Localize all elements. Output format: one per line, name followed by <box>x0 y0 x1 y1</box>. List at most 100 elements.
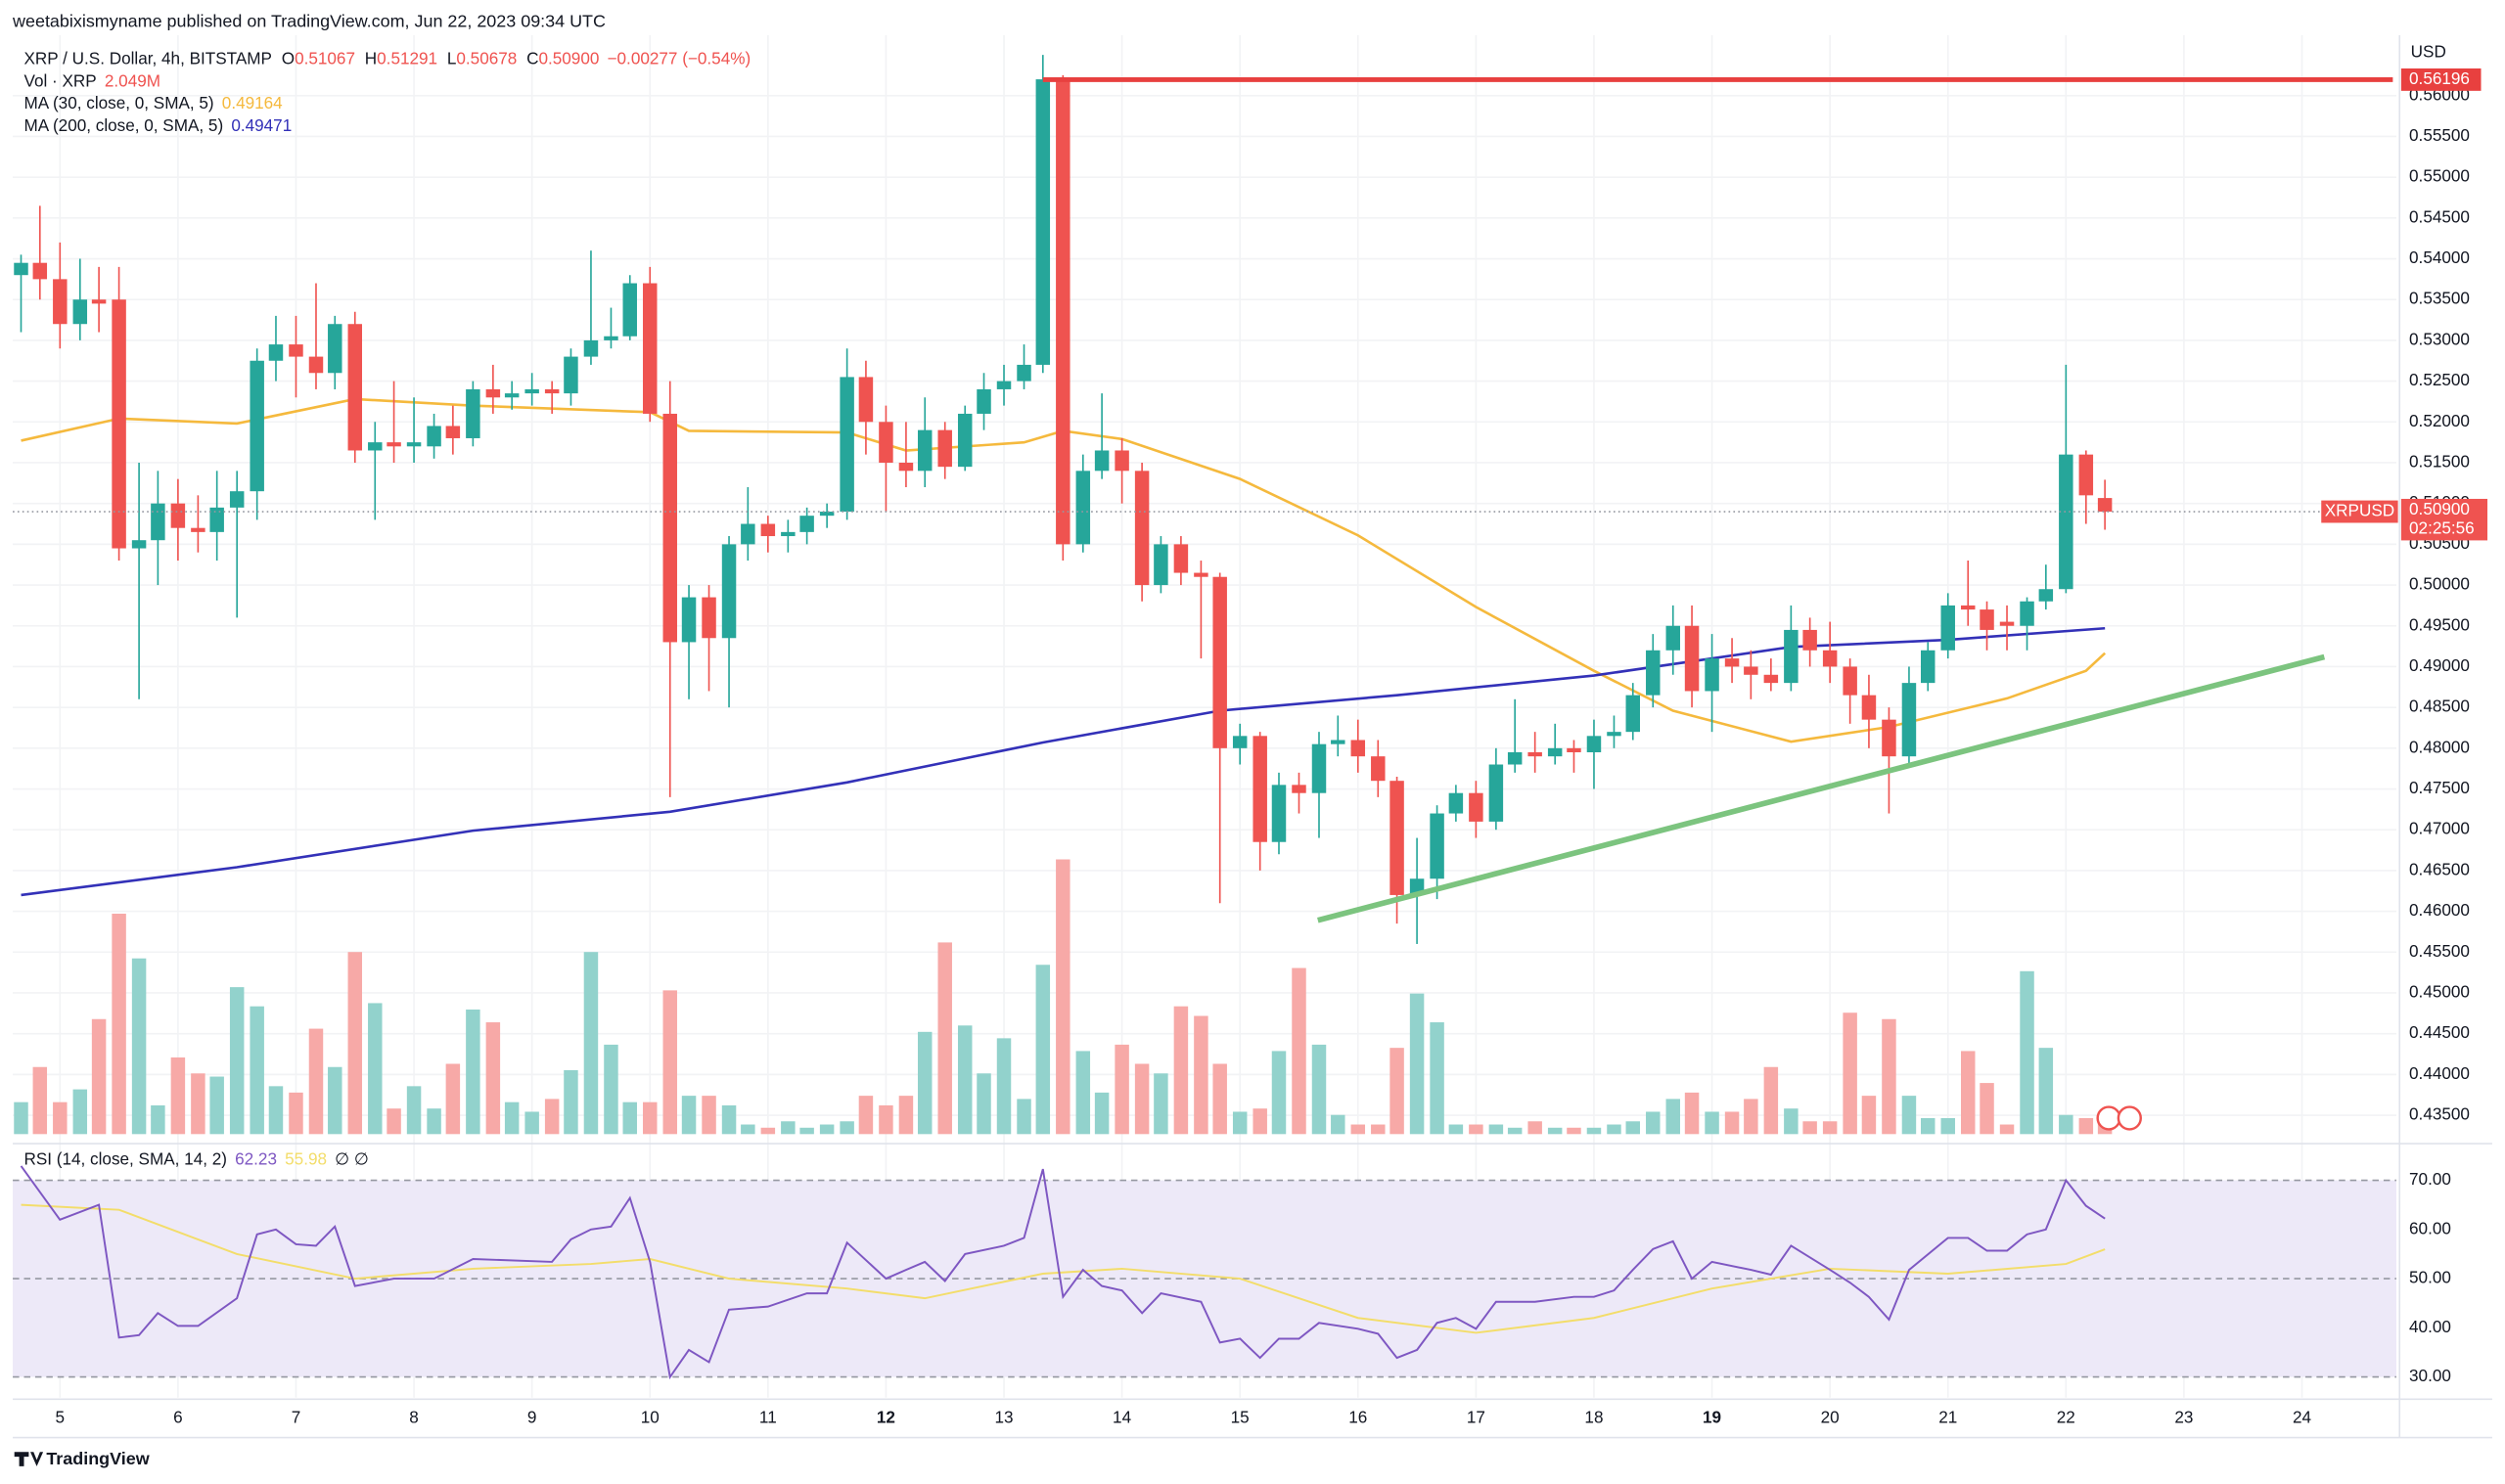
grid-layer <box>13 35 2396 1398</box>
event-icon[interactable] <box>2096 1105 2121 1131</box>
volume-bar <box>1822 1121 1838 1135</box>
candle-body <box>524 388 539 394</box>
volume-bar <box>858 1096 874 1135</box>
y-tick-label: 0.43500 <box>2409 1104 2470 1124</box>
volume-bar <box>977 1073 991 1135</box>
volume-bar <box>564 1070 578 1135</box>
x-tick-label: 16 <box>1348 1407 1367 1426</box>
volume-bar <box>1056 859 1070 1135</box>
volume-bar <box>622 1102 637 1135</box>
candle-body <box>1173 544 1189 573</box>
candle-body <box>1843 666 1857 696</box>
x-tick-label: 7 <box>292 1407 301 1426</box>
candle-body <box>1901 683 1917 757</box>
candle-body <box>604 336 618 340</box>
candle-body <box>485 388 501 398</box>
legend-item: XRP / U.S. Dollar, 4h, BITSTAMP <box>23 48 271 67</box>
volume-bar <box>662 990 677 1135</box>
candle-body <box>1311 743 1327 793</box>
candle-body <box>445 426 461 438</box>
candle-body <box>1961 605 1976 610</box>
y-tick-label: 0.52500 <box>2409 370 2470 389</box>
volume-bar <box>1488 1124 1504 1135</box>
candle-body <box>229 491 245 508</box>
volume-bar <box>2038 1048 2054 1135</box>
rsi-tick-label: 40.00 <box>2409 1317 2451 1336</box>
volume-bar <box>268 1086 284 1135</box>
volume-bar <box>485 1022 501 1135</box>
volume-bar <box>328 1066 342 1135</box>
volume-bar <box>1999 1124 2015 1135</box>
volume-bar <box>427 1108 441 1135</box>
legend-row: Vol · XRP 2.049M <box>23 70 160 90</box>
candle-body <box>131 540 147 549</box>
candle-body <box>741 523 755 545</box>
candle-body <box>14 262 28 276</box>
legend-item: 2.049M <box>105 70 160 90</box>
volume-bar <box>1115 1044 1129 1135</box>
candle-body <box>1861 695 1877 720</box>
volume-bar <box>799 1127 814 1135</box>
volume-bar <box>1212 1063 1227 1135</box>
x-tick-label: 23 <box>2174 1407 2193 1426</box>
volume-bar <box>1882 1018 1896 1135</box>
y-tick-label: 0.46500 <box>2409 859 2470 878</box>
candle-body <box>1527 752 1542 757</box>
candle-body <box>32 262 48 280</box>
volume-bar <box>1921 1117 1936 1135</box>
candle-body <box>1980 609 1994 630</box>
candle-body <box>721 544 737 639</box>
volume-bar <box>1154 1073 1168 1135</box>
x-tick-label: 20 <box>1821 1407 1840 1426</box>
candle-body <box>858 377 874 423</box>
x-tick-label: 10 <box>641 1407 660 1426</box>
legend-item: 0.49164 <box>222 93 283 112</box>
x-tick-label: 21 <box>1938 1407 1957 1426</box>
candle-body <box>2020 601 2034 626</box>
candle-body <box>643 283 658 414</box>
candle-body <box>564 356 578 394</box>
candle-body <box>1567 747 1581 753</box>
candle-body <box>819 512 835 517</box>
event-icon[interactable] <box>2117 1105 2142 1131</box>
x-tick-label: 24 <box>2293 1407 2312 1426</box>
candle-body <box>504 393 520 398</box>
volume-bar <box>53 1102 68 1135</box>
candle-body <box>544 388 560 394</box>
candle-body <box>1882 719 1896 757</box>
volume-bar <box>406 1086 422 1135</box>
candle-body <box>1705 658 1719 692</box>
volume-bar <box>1075 1051 1091 1135</box>
logo <box>14 1452 44 1466</box>
volume-bar <box>1430 1022 1444 1135</box>
volume-bar <box>1744 1099 1758 1135</box>
candle-body <box>387 442 401 447</box>
y-tick-label: 0.47000 <box>2409 819 2470 838</box>
volume-bar <box>1625 1121 1640 1135</box>
rsi-tick-label: 50.00 <box>2409 1268 2451 1287</box>
volume-layer <box>14 859 2113 1135</box>
volume-bar <box>917 1031 933 1135</box>
volume-bar <box>1705 1111 1719 1135</box>
x-tick-label: 22 <box>2057 1407 2075 1426</box>
last-price-tag <box>2400 498 2488 541</box>
legend-item: MA (200, close, 0, SMA, 5) <box>23 115 223 135</box>
y-tick-label: 0.55000 <box>2409 166 2470 186</box>
candle-body <box>799 516 814 532</box>
candle-body <box>1212 576 1227 748</box>
candle-body <box>2038 589 2054 602</box>
legend-item: RSI (14, close, SMA, 14, 2) <box>23 1148 226 1168</box>
candle-body <box>1154 544 1168 586</box>
candle-body <box>1115 450 1129 472</box>
candle-body <box>702 597 716 639</box>
volume-bar <box>702 1096 716 1135</box>
volume-bar <box>368 1003 383 1135</box>
volume-bar <box>957 1025 973 1135</box>
volume-bar <box>1547 1127 1563 1135</box>
legend-item: L <box>447 48 457 67</box>
candle-body <box>1744 666 1758 675</box>
moving-average <box>21 626 2106 897</box>
trendline <box>1317 653 2326 923</box>
volume-bar <box>91 1018 107 1135</box>
legend-item: O <box>282 48 295 67</box>
